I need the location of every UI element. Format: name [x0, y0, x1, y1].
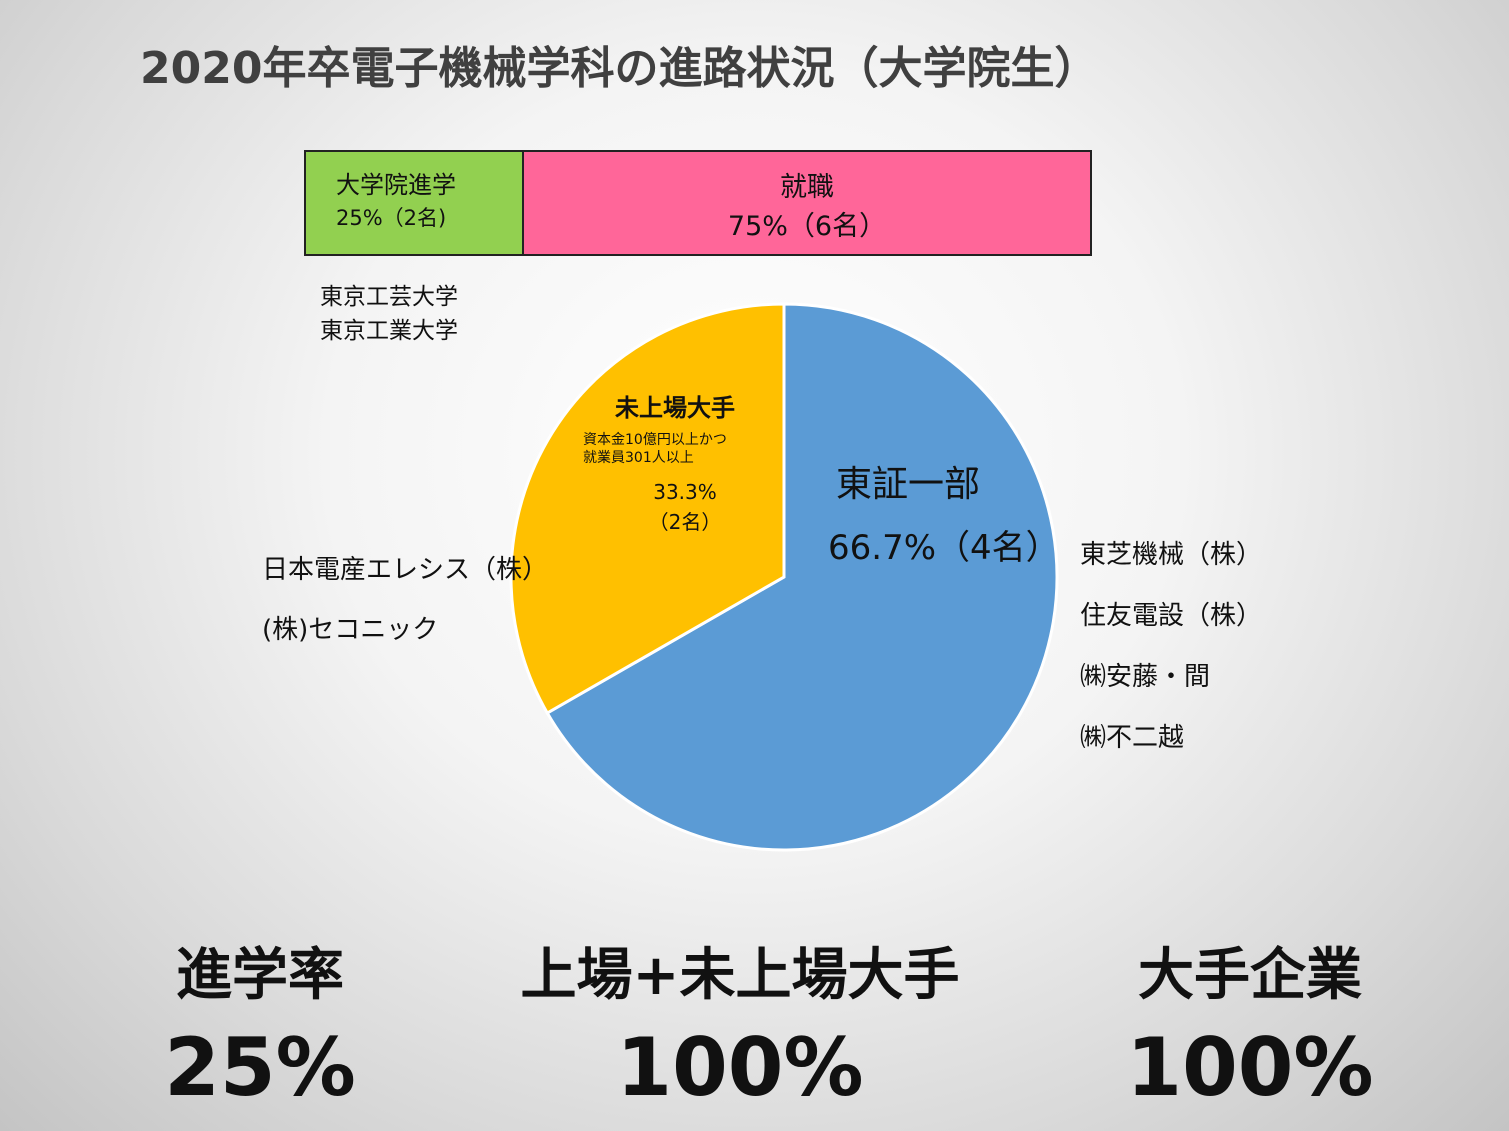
- unlisted-major-count: （2名）: [648, 510, 722, 534]
- chart-title: 2020年卒電子機械学科の進路状況（大学院生）: [140, 43, 1099, 94]
- unlisted-major-label-group: 未上場大手 資本金10億円以上かつ 就業員301人以上 33.3% （2名）: [575, 388, 775, 537]
- stat-label: 上場+未上場大手: [520, 943, 960, 1008]
- stat-value: 100%: [616, 1021, 864, 1114]
- slice-value-unlisted-major: 33.3% （2名）: [575, 477, 795, 537]
- pie-slice-1: [509, 302, 786, 716]
- graduate-school-label: 大学院進学: [336, 171, 456, 199]
- slice-label-unlisted-major: 未上場大手: [615, 394, 735, 422]
- stat-listed-major-rate: 上場+未上場大手 100%: [490, 930, 990, 1114]
- unlisted-major-note-line: 就業員301人以上: [583, 450, 694, 466]
- stat-major-company-rate: 大手企業 100%: [1100, 930, 1400, 1114]
- stat-label: 大手企業: [1138, 943, 1362, 1008]
- stat-value: 100%: [1126, 1021, 1374, 1114]
- university-list: 東京工芸大学 東京工業大学: [320, 280, 458, 348]
- company-item: ㈱不二越: [1080, 723, 1185, 753]
- company-item: (株)セコニック: [262, 615, 439, 645]
- company-item: 東芝機械（株）: [1080, 540, 1263, 570]
- employment-value: 75%（6名）: [727, 211, 887, 243]
- graduate-school-segment: 大学院進学 25%（2名): [306, 152, 524, 254]
- company-item: 日本電産エレシス（株）: [262, 555, 549, 585]
- company-list-tse: 東芝機械（株） 住友電設（株） ㈱安藤・間 ㈱不二越: [1080, 525, 1262, 769]
- unlisted-major-percent: 33.3%: [653, 480, 717, 504]
- company-list-unlisted: 日本電産エレシス（株） (株)セコニック: [262, 540, 548, 660]
- stat-value: 25%: [164, 1021, 356, 1114]
- slice-value-tse-first: 66.7%（4名）: [828, 528, 1060, 568]
- employment-segment: 就職 75%（6名）: [524, 152, 1090, 254]
- company-item: ㈱安藤・間: [1080, 662, 1211, 692]
- university-item: 東京工業大学: [320, 318, 458, 344]
- stat-advancement-rate: 進学率 25%: [130, 930, 390, 1114]
- slice-label-tse-first: 東証一部: [836, 464, 981, 505]
- pie-slice-0: [545, 302, 1059, 852]
- stat-label: 進学率: [176, 943, 344, 1008]
- employment-label: 就職: [780, 172, 834, 203]
- graduate-school-value: 25%（2名): [336, 205, 447, 230]
- unlisted-major-note: 資本金10億円以上かつ 就業員301人以上: [583, 431, 775, 467]
- university-item: 東京工芸大学: [320, 284, 458, 310]
- company-item: 住友電設（株）: [1080, 601, 1263, 631]
- career-split-bar: 大学院進学 25%（2名) 就職 75%（6名）: [304, 150, 1092, 256]
- unlisted-major-note-line: 資本金10億円以上かつ: [583, 432, 727, 448]
